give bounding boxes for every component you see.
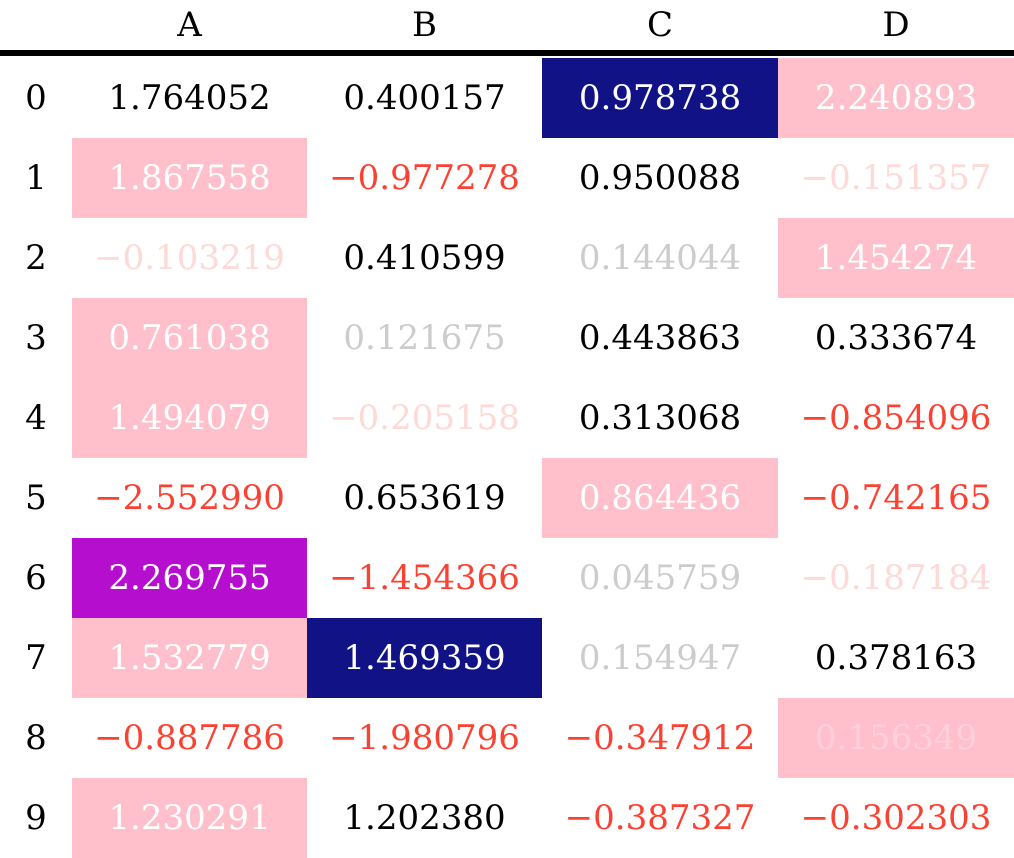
table-cell: 2.240893 xyxy=(778,58,1014,138)
row-index: 0 xyxy=(25,78,47,118)
row-index: 9 xyxy=(25,798,47,838)
table-cell: 0.978738 xyxy=(542,58,778,138)
table-cell: 1.230291 xyxy=(72,778,307,858)
table-row: 2 −0.103219 0.410599 0.144044 1.454274 xyxy=(0,218,1014,298)
table-cell: 0.313068 xyxy=(578,398,742,438)
column-header-d: D xyxy=(882,5,910,45)
table-cell: −0.187184 xyxy=(800,558,992,598)
column-header-c: C xyxy=(646,5,673,45)
table-cell: 0.761038 xyxy=(72,298,307,378)
table-cell: 0.144044 xyxy=(578,238,742,278)
table-cell: 0.864436 xyxy=(542,458,778,538)
table-cell: 1.494079 xyxy=(72,378,307,458)
table-cell: 0.333674 xyxy=(814,318,978,358)
header-row: A B C D xyxy=(0,0,1014,50)
table-cell: −0.742165 xyxy=(800,478,992,518)
table-cell: 0.154947 xyxy=(578,638,742,678)
table-cell: 0.045759 xyxy=(578,558,742,598)
table-cell: −0.977278 xyxy=(329,158,520,198)
table-cell: −0.854096 xyxy=(800,398,992,438)
table-row: 7 1.532779 1.469359 0.154947 0.378163 xyxy=(0,618,1014,698)
table-cell: −1.454366 xyxy=(329,558,520,598)
table-cell: 1.867558 xyxy=(72,138,307,218)
table-cell: −2.552990 xyxy=(94,478,285,518)
table-cell: 0.443863 xyxy=(578,318,742,358)
table-row: 3 0.761038 0.121675 0.443863 0.333674 xyxy=(0,298,1014,378)
table-row: 1 1.867558 −0.977278 0.950088 −0.151357 xyxy=(0,138,1014,218)
table-cell: −0.151357 xyxy=(800,158,992,198)
table-cell: 0.950088 xyxy=(578,158,742,198)
table-row: 9 1.230291 1.202380 −0.387327 −0.302303 xyxy=(0,778,1014,858)
table-cell: 0.378163 xyxy=(814,638,978,678)
row-index: 3 xyxy=(25,318,47,358)
row-index: 1 xyxy=(25,158,47,198)
row-index: 4 xyxy=(25,398,47,438)
table-cell: −0.887786 xyxy=(94,718,285,758)
table-row: 8 −0.887786 −1.980796 −0.347912 0.156349 xyxy=(0,698,1014,778)
row-index: 5 xyxy=(25,478,47,518)
table-cell: −0.103219 xyxy=(94,238,285,278)
table-body: 0 1.764052 0.400157 0.978738 2.240893 1 1.8675… xyxy=(0,58,1014,858)
row-index: 6 xyxy=(25,558,47,598)
table-cell: 0.121675 xyxy=(343,318,506,358)
table-row: 5 −2.552990 0.653619 0.864436 −0.742165 xyxy=(0,458,1014,538)
table-cell: 0.156349 xyxy=(778,698,1014,778)
table-cell: 2.269755 xyxy=(72,538,307,618)
table-row: 4 1.494079 −0.205158 0.313068 −0.854096 xyxy=(0,378,1014,458)
table-cell: 1.202380 xyxy=(343,798,506,838)
table-cell: −0.387327 xyxy=(564,798,756,838)
table-cell: 1.532779 xyxy=(72,618,307,698)
header-rule xyxy=(0,50,1014,56)
table-cell: 0.400157 xyxy=(343,78,506,118)
table-cell: 1.764052 xyxy=(108,78,271,118)
table-cell: 0.653619 xyxy=(343,478,506,518)
table-row: 6 2.269755 −1.454366 0.045759 −0.187184 xyxy=(0,538,1014,618)
table-cell: 0.410599 xyxy=(343,238,506,278)
table-row: 0 1.764052 0.400157 0.978738 2.240893 xyxy=(0,58,1014,138)
table-cell: 1.454274 xyxy=(778,218,1014,298)
table-cell: −0.205158 xyxy=(329,398,520,438)
row-index: 8 xyxy=(25,718,47,758)
table-cell: −0.302303 xyxy=(800,798,992,838)
column-header-a: A xyxy=(177,5,202,45)
table-cell: 1.469359 xyxy=(307,618,542,698)
row-index: 7 xyxy=(25,638,47,678)
table-cell: −1.980796 xyxy=(329,718,520,758)
row-index: 2 xyxy=(25,238,47,278)
column-header-b: B xyxy=(412,5,437,45)
table-cell: −0.347912 xyxy=(564,718,756,758)
